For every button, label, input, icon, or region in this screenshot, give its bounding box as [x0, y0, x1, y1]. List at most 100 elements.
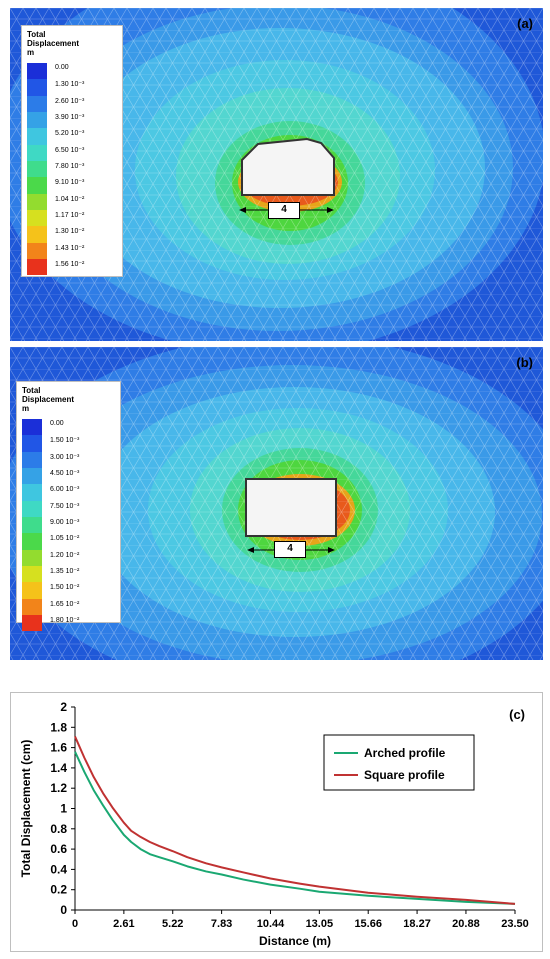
legend-label: 1.56 10⁻² [55, 261, 85, 269]
legend-entry: 1.50 10⁻³ [22, 435, 116, 452]
displacement-chart: 0 0.2 0.4 0.6 0.8 1 1.2 1.4 1.6 1.8 2 0 2.61 5.22 7.83… [10, 692, 543, 952]
legend-series-label: Arched profile [364, 746, 446, 760]
legend-entry: 1.43 10⁻² [27, 242, 118, 260]
legend-label: 0.00 [55, 64, 69, 71]
x-tick-label: 23.50 [501, 918, 529, 930]
y-tick-label: 0.8 [50, 822, 67, 836]
chart-legend [323, 734, 475, 791]
legend-swatch [27, 161, 47, 178]
legend-entry: 3.00 10⁻³ [22, 451, 116, 469]
legend-swatch [22, 615, 42, 632]
chart-frame [10, 692, 543, 952]
legend-swatch [27, 144, 47, 162]
y-tick-label: 0.6 [50, 842, 67, 856]
legend-entry: 9.00 10⁻³ [22, 517, 116, 534]
legend-label: 7.80 10⁻³ [55, 163, 85, 171]
legend-title-line: Displacement [22, 395, 75, 404]
legend-swatch [22, 500, 42, 518]
series-line [74, 751, 516, 905]
panel-label-c: (c) [509, 707, 525, 722]
legend-label: 7.50 10⁻³ [50, 502, 80, 510]
legend-label: 1.35 10⁻² [50, 568, 80, 576]
panel-label-a: (a) [517, 16, 533, 31]
legend-swatch [22, 598, 42, 616]
legend-label: 5.20 10⁻³ [55, 130, 85, 138]
legend-entry: 1.80 10⁻² [22, 615, 116, 632]
legend-entry: 0.00 [22, 419, 116, 436]
legend-entry: 1.50 10⁻² [22, 582, 116, 599]
legend-label: 1.17 10⁻² [55, 212, 85, 220]
legend-swatch [27, 242, 47, 260]
legend-label: 1.30 10⁻² [55, 228, 85, 236]
legend-entry: 2.60 10⁻³ [27, 95, 118, 113]
y-tick-label: 1.4 [50, 761, 67, 775]
legend-swatch [22, 451, 42, 469]
y-tick-label: 0 [60, 903, 67, 917]
model-panel-b: 4 (b) Total Displacement m 0.00 1.50 10⁻³… [10, 347, 543, 660]
legend-label: 1.04 10⁻² [55, 195, 85, 203]
tunnel-width-label: 4 [268, 202, 300, 219]
x-tick-label: 7.83 [211, 918, 232, 930]
legend-label: 3.90 10⁻³ [55, 114, 85, 122]
legend-label: 1.50 10⁻² [50, 584, 80, 592]
x-tick-label: 20.88 [452, 918, 480, 930]
y-axis-label: Total Displacement (cm) [19, 740, 33, 878]
chart-plot: 0 0.2 0.4 0.6 0.8 1 1.2 1.4 1.6 1.8 2 0 2.61 5.22 7.83… [10, 692, 543, 952]
legend-title-line: m [22, 404, 30, 413]
legend-label: 1.50 10⁻³ [50, 437, 80, 445]
y-tick-label: 0.2 [50, 883, 67, 897]
legend-entry: 6.00 10⁻³ [22, 484, 116, 501]
legend-entry: 1.35 10⁻² [22, 566, 116, 583]
legend-label: 2.60 10⁻³ [55, 97, 85, 105]
legend-label: 9.00 10⁻³ [50, 519, 80, 527]
legend-entry: 0.00 [27, 63, 118, 80]
x-tick-label: 0 [72, 918, 78, 930]
legend-title-a: Total Displacement m [27, 30, 79, 57]
legend-swatch [27, 128, 47, 145]
legend-label: 0.00 [50, 420, 64, 427]
legend-entry: 5.20 10⁻³ [27, 128, 118, 145]
x-axis-label: Distance (m) [259, 934, 331, 948]
legend-swatch [27, 226, 47, 243]
legend-swatch [27, 95, 47, 113]
legend-label: 9.10 10⁻³ [55, 179, 85, 187]
legend-entry: 9.10 10⁻³ [27, 177, 118, 194]
legend-title-b: Total Displacement m [22, 386, 74, 413]
legend-swatch [27, 259, 47, 276]
legend-label: 4.50 10⁻³ [50, 470, 80, 478]
legend-label: 1.43 10⁻² [55, 244, 85, 252]
y-tick-label: 2 [60, 700, 67, 714]
legend-swatch [22, 484, 42, 501]
legend-b: Total Displacement m 0.00 1.50 10⁻³ 3.00 1… [16, 381, 121, 632]
legend-series-label: Square profile [364, 768, 445, 782]
legend-swatch [22, 419, 42, 436]
legend-entries-a: 0.00 1.30 10⁻³ 2.60 10⁻³ 3.90 10⁻³ 5.20 10⁻³… [27, 63, 118, 276]
legend-swatch [22, 549, 42, 567]
legend-title-line: m [27, 48, 35, 57]
legend-entry: 6.50 10⁻³ [27, 144, 118, 162]
y-tick-label: 1.2 [50, 781, 67, 795]
legend-label: 1.30 10⁻³ [55, 81, 85, 89]
x-tick-label: 15.66 [354, 918, 382, 930]
legend-entry: 1.20 10⁻² [22, 549, 116, 567]
y-tick-label: 1.6 [50, 741, 67, 755]
legend-entry: 1.65 10⁻² [22, 598, 116, 616]
legend-swatch [22, 533, 42, 550]
legend-label: 1.65 10⁻² [50, 600, 80, 608]
legend-swatch [27, 112, 47, 129]
legend-swatch [22, 566, 42, 583]
legend-entry: 4.50 10⁻³ [22, 468, 116, 485]
y-tick-label: 1.8 [50, 720, 67, 734]
legend-label: 1.20 10⁻² [50, 551, 80, 559]
legend-swatch [22, 435, 42, 452]
legend-entry: 1.30 10⁻² [27, 226, 118, 243]
legend-a: Total Displacement m 0.00 1.30 10⁻³ 2.60 1… [21, 25, 123, 277]
y-tick-label: 0.4 [50, 862, 67, 876]
legend-entry: 7.80 10⁻³ [27, 161, 118, 178]
legend-swatch [27, 210, 47, 227]
legend-entry: 1.05 10⁻² [22, 533, 116, 550]
legend-label: 1.05 10⁻² [50, 535, 80, 543]
legend-swatch [22, 517, 42, 534]
legend-label: 6.50 10⁻³ [55, 146, 85, 154]
panel-label-b: (b) [516, 355, 533, 370]
